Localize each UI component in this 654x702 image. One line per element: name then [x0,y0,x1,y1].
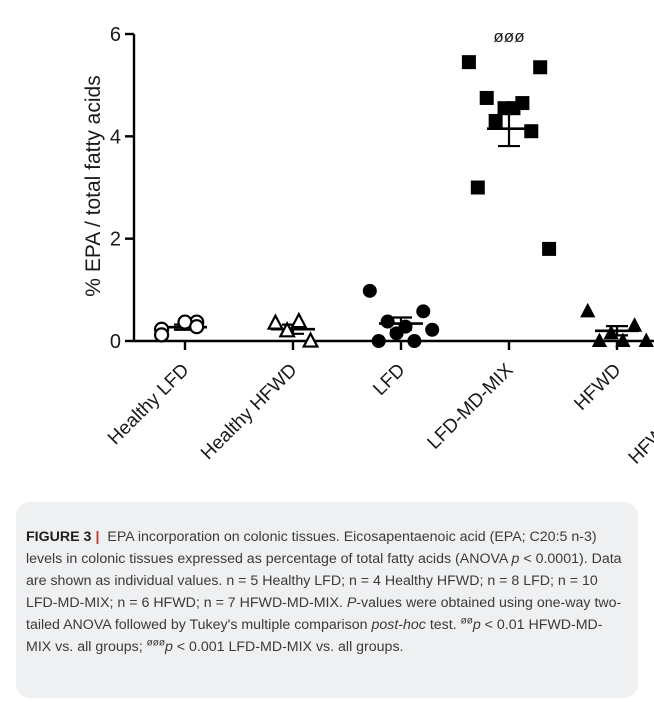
data-point [580,302,596,318]
data-point [479,90,494,105]
data-point [278,320,296,338]
caption-p-3: p [164,639,173,655]
caption-p: p [511,551,520,567]
x-tick-label: HFWD-MD-MIX [625,359,654,468]
data-point [189,319,205,335]
caption-body-3: -values were obtained using one-way two-… [26,595,622,633]
data-point [301,331,320,348]
data-point [638,332,654,348]
y-tick-label: 2 [110,229,121,251]
mean-sem-bars [163,110,639,337]
caption-P: P [346,595,357,611]
x-tick-label: LFD [369,360,409,400]
caption-title: EPA incorporation on colonic tissues. [103,529,344,545]
caption-note-2: < 0.01 HFWD-MD-MIX vs. all groups; [26,617,603,655]
y-ticks: 0 2 4 6 [110,24,134,353]
data-point [533,60,548,75]
data-point [603,324,619,340]
x-tick-label: Healthy LFD [104,360,194,450]
figure-caption-box [16,502,638,698]
data-point [407,334,422,348]
data-point [524,124,539,139]
data-point [461,55,476,70]
figure-caption: FIGURE 3 | EPA incorporation on colonic t… [26,526,626,658]
data-point [506,101,521,116]
figure-label: FIGURE 3 [26,529,92,545]
data-point [389,326,404,341]
y-tick-label: 6 [110,24,121,46]
significance-label: øøø [493,27,524,46]
data-point [488,113,503,128]
data-point [626,317,643,332]
data-point [591,332,608,348]
x-tick-label: HFWD [570,360,625,415]
caption-sup-3: øøø [146,637,165,649]
y-tick-label: 0 [110,331,121,353]
data-point [470,180,485,195]
caption-posthoc: post-hoc [371,617,426,633]
data-point [380,314,395,329]
caption-p-2: p [472,617,481,633]
caption-note-3: < 0.001 LFD-MD-MIX vs. all groups. [172,639,404,655]
data-point [615,332,631,348]
caption-separator: | [95,529,100,545]
caption-body-1: Eicosapentaenoic acid (EPA; C20:5 n-3) l… [26,529,597,567]
data-point [266,313,285,330]
caption-body-4: test. [425,617,461,633]
x-tick-label: Healthy HFWD [197,360,301,464]
axes [132,34,654,350]
data-point [425,322,440,337]
data-point [416,304,431,319]
caption-sup-2: øø [460,615,473,627]
caption-counts: n = 5 Healthy LFD; n = 4 Healthy HFWD; n… [26,573,598,611]
data-points [154,55,654,348]
data-point [154,327,170,343]
y-tick-label: 4 [110,126,121,148]
x-tick-labels: Healthy LFD Healthy HFWD LFD LFD-MD-MIX HFWD… [104,359,654,468]
data-point [371,334,386,348]
x-tick-label: LFD-MD-MIX [424,359,518,453]
data-point [362,283,377,298]
caption-body-2: < 0.0001). Data are shown as individual … [26,551,622,589]
data-point [290,311,308,329]
data-point [542,241,557,256]
significance-annotations: øøøøø [493,27,524,46]
y-axis-label: % EPA / total fatty acids [82,75,105,296]
